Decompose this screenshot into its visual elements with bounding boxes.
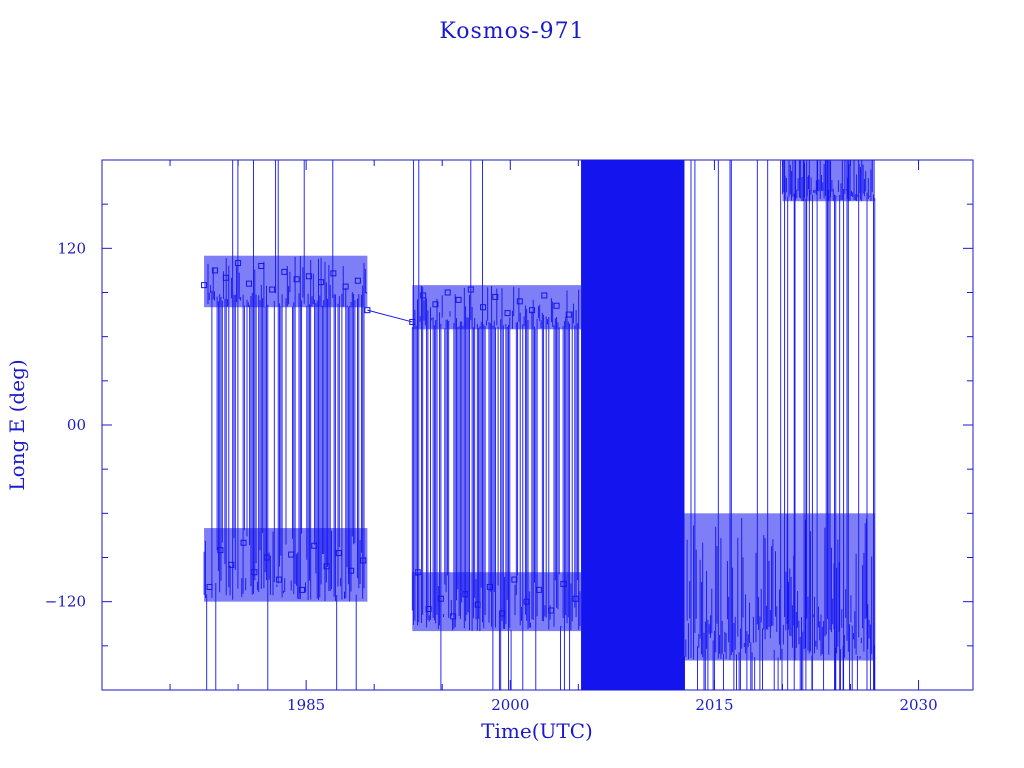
data-point: [511, 576, 518, 583]
data-point: [269, 286, 276, 293]
x-tick-label: 2015: [695, 696, 733, 714]
data-point: [541, 292, 548, 299]
plot-area: 1985 2000 2015 2030 −120 00 120: [45, 159, 974, 714]
data-point: [360, 557, 367, 564]
data-point: [235, 260, 242, 267]
data-point: [354, 277, 361, 284]
data-point: [217, 547, 224, 554]
y-axis-ticks: −120 00 120: [45, 203, 973, 647]
data-point: [281, 268, 288, 275]
data-point: [560, 581, 567, 587]
series-trace: [203, 160, 368, 690]
dense-band: [581, 160, 685, 690]
x-axis-label: Time(UTC): [481, 719, 593, 743]
data-point: [323, 563, 330, 570]
y-axis-label: Long E (deg): [5, 359, 29, 490]
x-tick-label: 2030: [899, 696, 937, 714]
data-point: [548, 607, 555, 614]
x-axis-ticks: 1985 2000 2015 2030: [169, 160, 938, 714]
data-point: [437, 595, 444, 602]
data-point: [330, 270, 337, 277]
data-point: [245, 280, 252, 287]
data-point: [263, 554, 270, 561]
data-point: [516, 298, 523, 305]
data-point: [299, 586, 306, 593]
data-point: [444, 289, 451, 296]
data-point: [288, 551, 295, 558]
data-point: [348, 567, 355, 574]
data-point: [201, 282, 208, 289]
x-tick-label: 2000: [491, 696, 529, 714]
data-point: [529, 307, 536, 314]
y-tick-label: −120: [45, 593, 86, 611]
data-point: [553, 302, 560, 309]
data-point: [311, 542, 318, 549]
data-point: [499, 610, 506, 617]
data-point: [432, 301, 439, 308]
gap-connector: [367, 309, 413, 323]
data-point: [335, 550, 342, 557]
data-point: [409, 318, 416, 325]
data-point: [420, 292, 427, 299]
band-core: [782, 160, 876, 202]
data-point: [450, 613, 457, 620]
data-point: [222, 274, 229, 281]
data-point: [480, 304, 487, 311]
data-point: [462, 591, 469, 598]
data-point: [228, 561, 235, 568]
band-core: [204, 528, 368, 602]
data-point: [455, 296, 462, 303]
data-point: [342, 283, 349, 290]
data-point: [486, 583, 493, 590]
data-point: [318, 279, 325, 286]
chart-title: Kosmos-971: [439, 19, 584, 44]
band-core: [412, 572, 582, 632]
data-point: [251, 569, 258, 576]
series-segment: [684, 160, 876, 690]
y-tick-label: 00: [67, 416, 86, 434]
series-segment: [581, 160, 685, 690]
data-point: [492, 293, 499, 300]
data-point: [305, 273, 312, 280]
data-point: [240, 539, 247, 546]
data-point: [523, 598, 530, 605]
band-core: [684, 513, 876, 661]
data-point: [467, 286, 474, 293]
data-point: [504, 310, 511, 317]
y-tick-label: 120: [57, 239, 86, 257]
series-points: [201, 260, 579, 620]
band-core: [412, 285, 582, 330]
band-core: [204, 255, 368, 308]
data-point: [293, 276, 300, 283]
data-point: [474, 601, 481, 608]
data-point: [565, 311, 572, 318]
series-layer: [201, 160, 876, 690]
data-point: [364, 307, 371, 314]
data-point: [206, 583, 213, 590]
data-point: [275, 576, 282, 583]
series-segment: [411, 160, 582, 690]
data-point: [572, 595, 579, 602]
data-point: [211, 267, 218, 274]
data-point: [425, 606, 432, 613]
series-segment: [203, 160, 368, 690]
data-point: [414, 569, 421, 576]
data-point: [535, 586, 542, 593]
x-tick-label: 1985: [287, 696, 325, 714]
data-point: [258, 263, 265, 269]
series-segment: [782, 160, 876, 690]
